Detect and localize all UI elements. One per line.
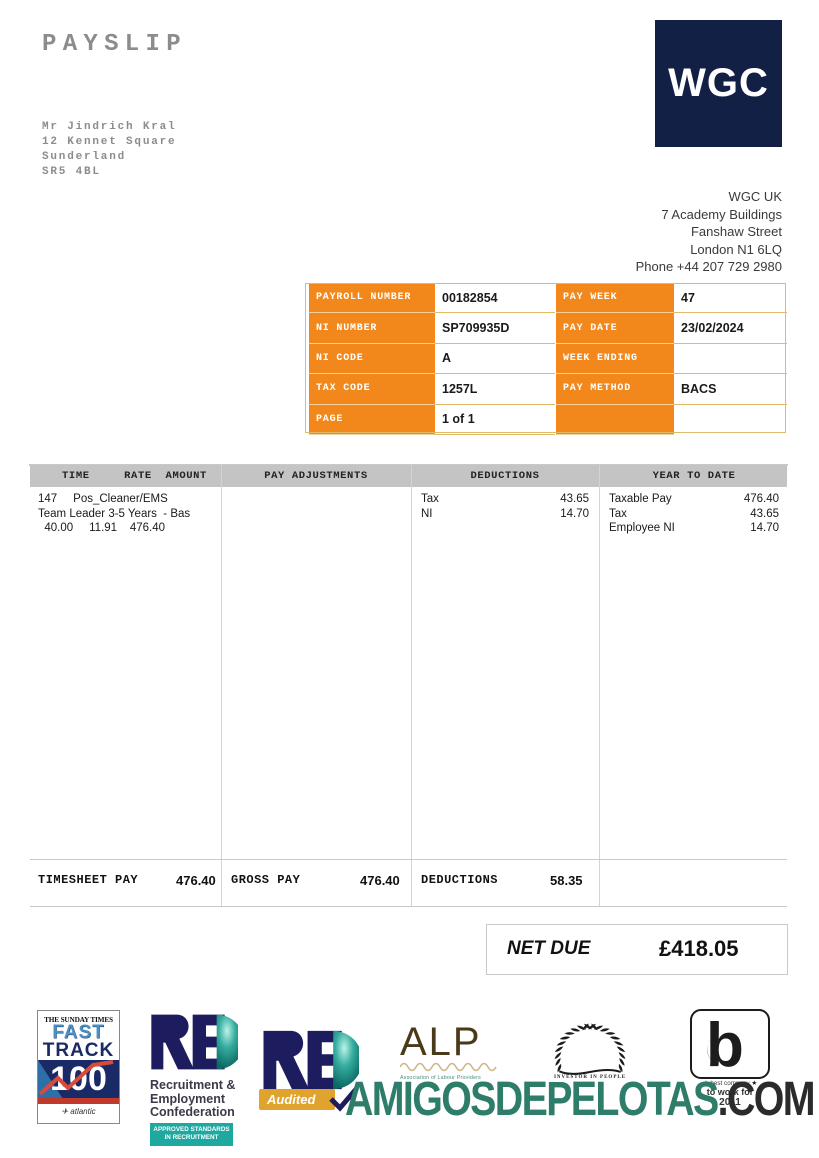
svg-text:b: b [706, 1011, 744, 1080]
